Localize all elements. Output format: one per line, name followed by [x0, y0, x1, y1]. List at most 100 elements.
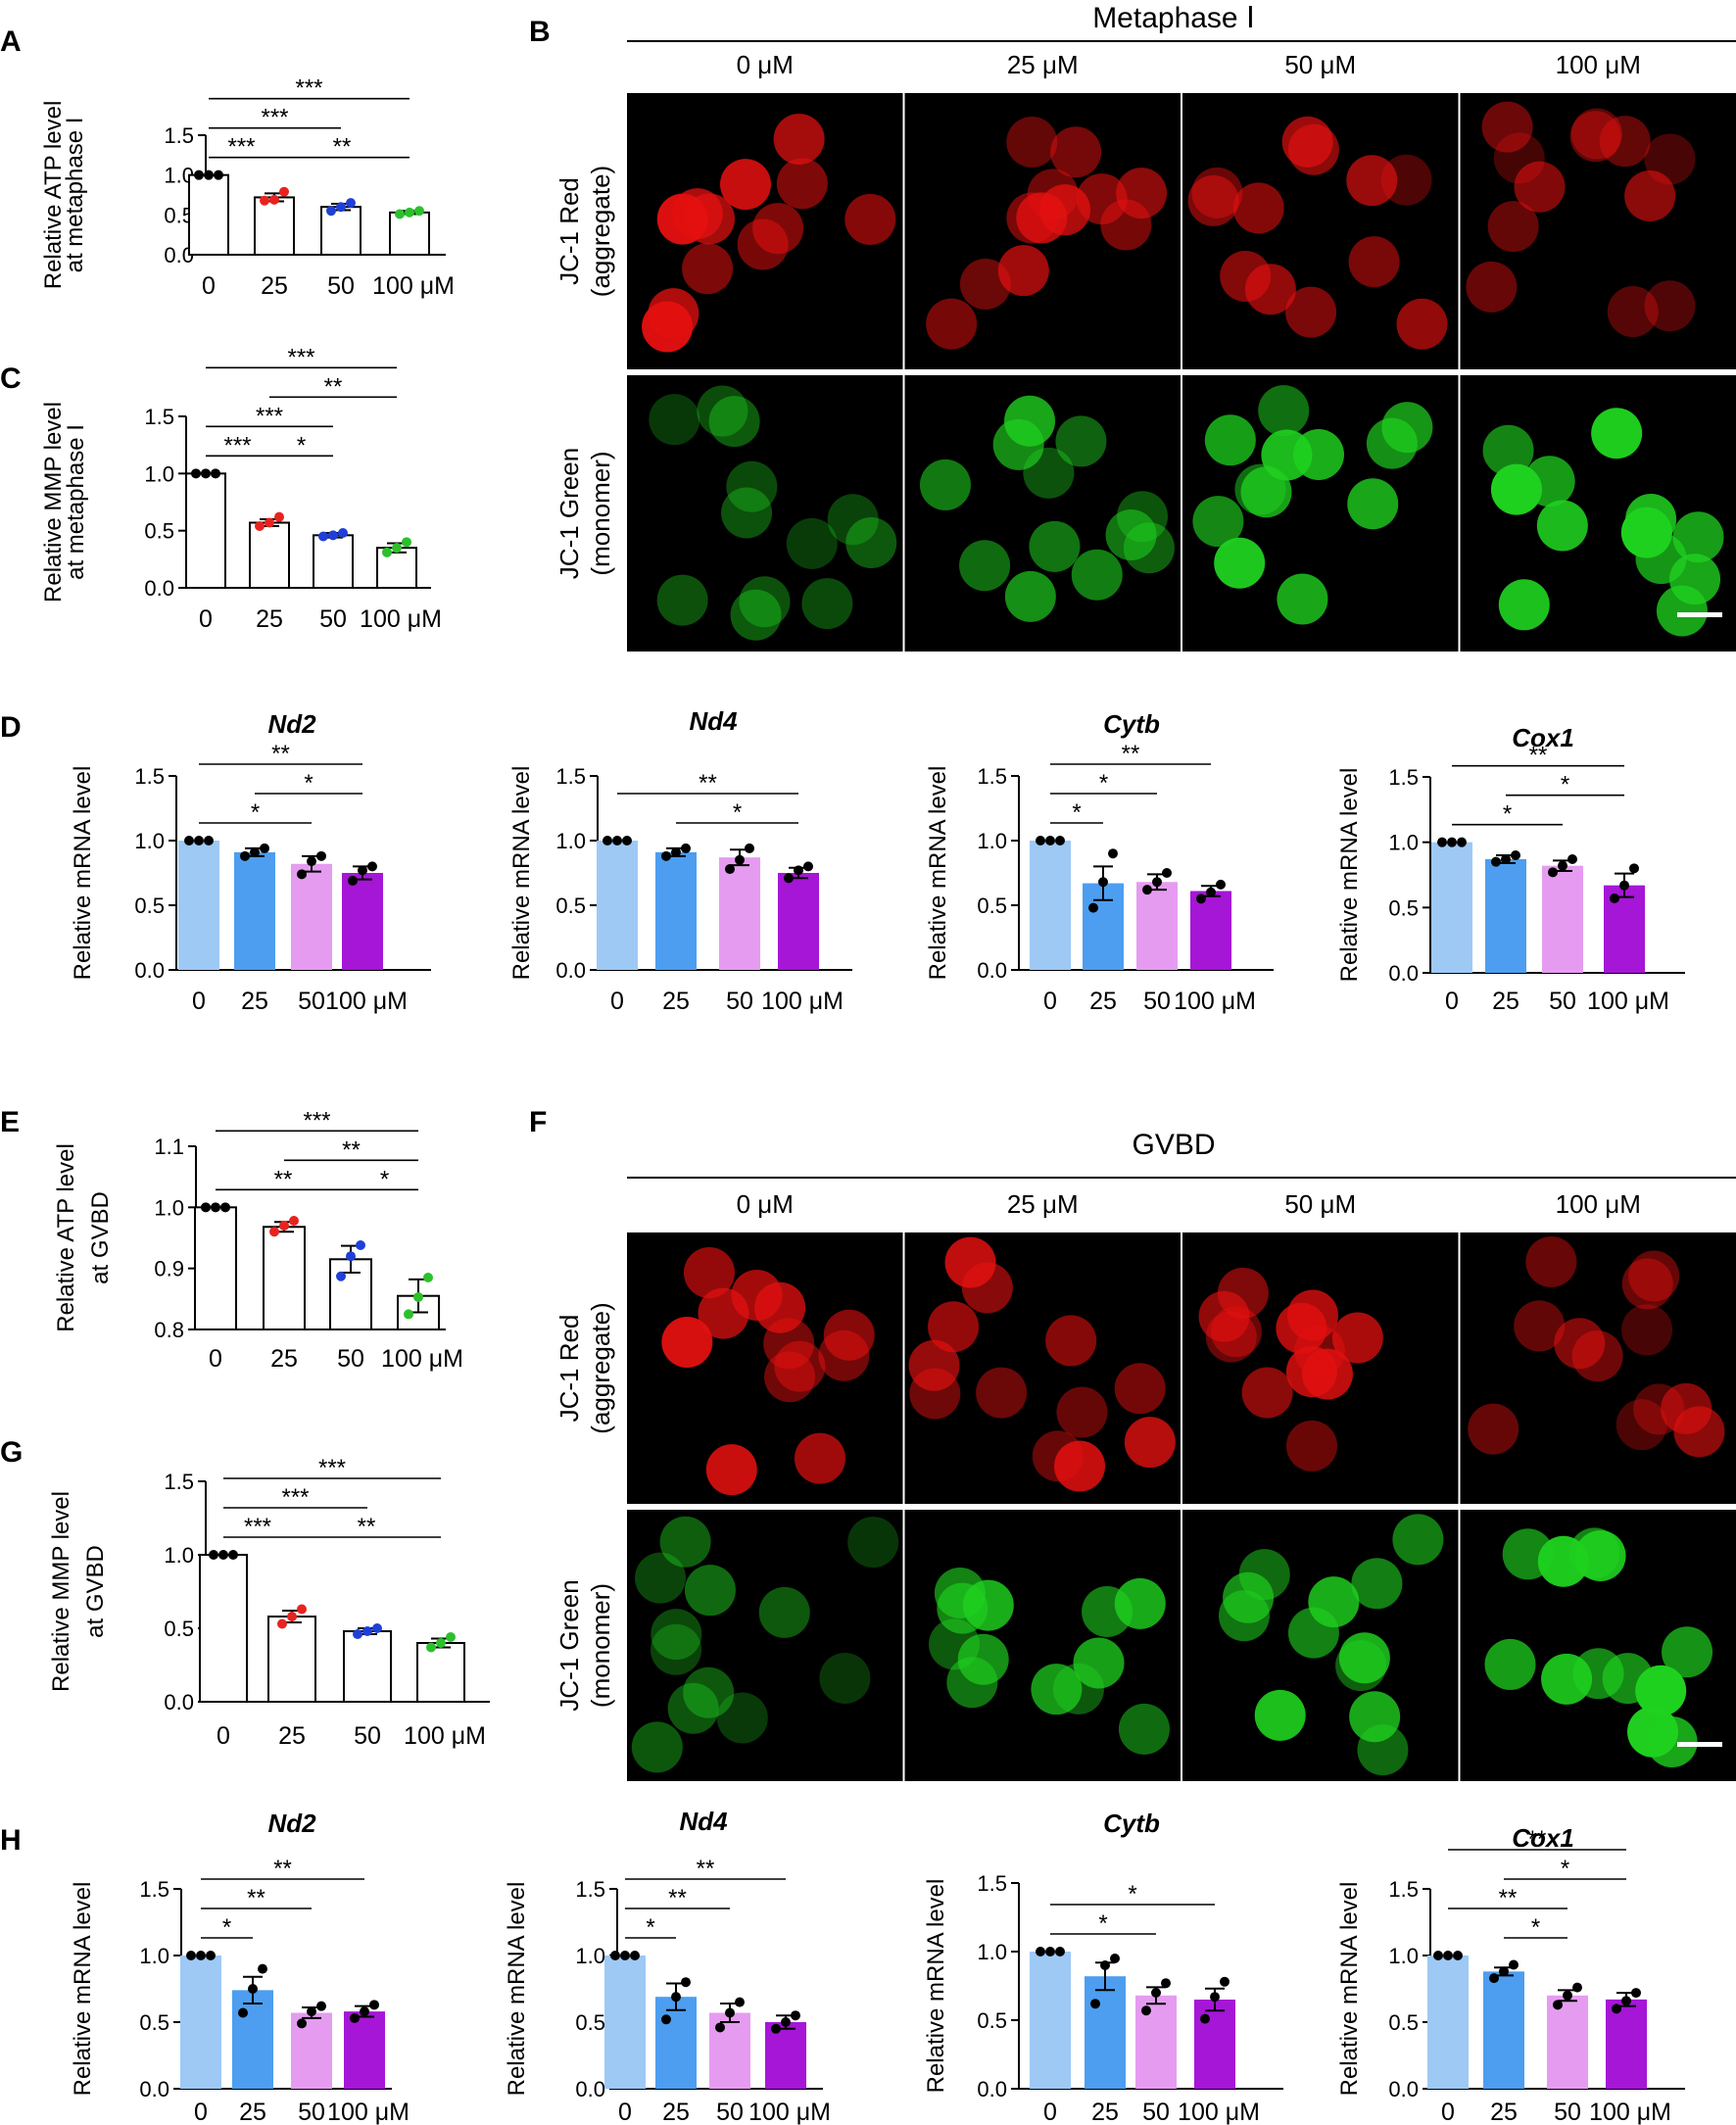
- y-axis-label: at GVBD: [87, 1191, 114, 1284]
- data-point: [184, 836, 194, 845]
- data-point: [1110, 1954, 1120, 1963]
- x-tick-label: 50: [726, 988, 753, 1015]
- concentration-header: 100 μM: [1556, 50, 1641, 79]
- y-tick-label: 1.5: [164, 1470, 194, 1494]
- oocyte: [683, 1247, 735, 1299]
- data-point: [367, 861, 377, 872]
- data-point: [1572, 1982, 1582, 1993]
- significance-label: ***: [295, 75, 322, 102]
- data-point: [218, 1550, 228, 1560]
- bar: [254, 196, 295, 257]
- data-point: [1619, 880, 1629, 891]
- concentration-header: 100 μM: [1556, 1189, 1641, 1219]
- x-tick-label: 25: [1490, 2099, 1518, 2125]
- y-tick-label: 0.9: [154, 1257, 184, 1281]
- data-point: [791, 2010, 800, 2021]
- data-point: [771, 2023, 781, 2034]
- x-tick-label: 50: [319, 605, 347, 633]
- significance-label: **: [1122, 741, 1140, 767]
- data-point: [1501, 854, 1511, 864]
- bar: [604, 1956, 646, 2089]
- y-tick-label: 0.0: [1388, 2077, 1419, 2101]
- oocyte: [1396, 298, 1448, 350]
- bar: [1427, 1956, 1469, 2089]
- significance-label: *: [251, 799, 260, 826]
- x-tick-label: 100 μM: [360, 605, 442, 633]
- oocyte: [1073, 1637, 1125, 1689]
- data-point: [214, 169, 223, 180]
- oocyte: [1625, 494, 1677, 546]
- significance-label: ***: [227, 134, 255, 161]
- tile-background: [1460, 1232, 1736, 1504]
- oocyte: [1287, 1607, 1339, 1659]
- y-tick-label: 0.0: [1388, 961, 1419, 986]
- significance-label: **: [699, 770, 717, 797]
- data-point: [289, 1216, 299, 1227]
- oocyte: [1105, 509, 1157, 561]
- panel-label-d: D: [0, 711, 22, 744]
- bar: [232, 1990, 273, 2089]
- oocyte: [1381, 402, 1433, 454]
- significance-label: **: [274, 1166, 293, 1192]
- x-tick-label: 50: [298, 988, 325, 1015]
- data-point: [204, 169, 214, 180]
- micrograph-tile: [1182, 1232, 1459, 1504]
- chart-g: Relative MMP level at GVBD 0.0 0.5 1.0 1.5 0 25…: [48, 1455, 490, 1750]
- x-tick-label: 25: [662, 988, 690, 1015]
- data-point: [395, 209, 405, 219]
- oocyte: [1635, 1665, 1687, 1716]
- chart-title: Cytb: [1103, 1809, 1160, 1838]
- oocyte: [1050, 126, 1102, 178]
- data-point: [725, 2007, 735, 2018]
- data-point: [1558, 860, 1567, 871]
- panel-label-e: E: [0, 1106, 20, 1138]
- x-tick-label: 25: [261, 272, 288, 300]
- significance-label: ***: [318, 1455, 346, 1481]
- oocyte: [1514, 161, 1566, 213]
- data-point: [1553, 2000, 1563, 2010]
- chart-title: Nd2: [267, 709, 316, 739]
- bar: [1485, 859, 1526, 973]
- data-point: [206, 1951, 216, 1960]
- data-point: [204, 836, 214, 845]
- oocyte: [1223, 1571, 1275, 1623]
- y-axis-label: Relative mRNA level: [923, 1879, 949, 2094]
- oocyte: [1624, 169, 1676, 221]
- data-point: [1090, 1999, 1100, 2009]
- oocyte: [1607, 286, 1659, 338]
- y-tick-label: 0.5: [164, 1617, 194, 1641]
- significance-label: ***: [287, 344, 314, 370]
- data-point: [1141, 2005, 1151, 2016]
- x-tick-label: 0: [1043, 2099, 1057, 2125]
- significance-label: ***: [223, 432, 251, 459]
- y-tick-label: 0.5: [575, 2010, 605, 2035]
- concentration-header: 50 μM: [1284, 50, 1356, 79]
- oocyte: [656, 574, 708, 626]
- oocyte: [1114, 1363, 1166, 1415]
- bar: [343, 1630, 392, 1703]
- y-tick-label: 0.5: [139, 2010, 169, 2035]
- row-label: (monomer): [586, 451, 615, 575]
- oocyte: [1118, 1703, 1170, 1755]
- concentration-header: 25 μM: [1007, 1189, 1079, 1219]
- oocyte: [847, 1517, 899, 1569]
- panel-label-f: F: [529, 1106, 547, 1138]
- data-point: [201, 468, 211, 479]
- oocyte: [1621, 1258, 1673, 1310]
- row-label: (monomer): [586, 1583, 615, 1708]
- oocyte: [705, 1444, 757, 1496]
- bar: [778, 873, 819, 970]
- significance-label: *: [304, 770, 313, 797]
- y-tick-label: 1.5: [555, 764, 586, 789]
- chart-title: Nd2: [267, 1809, 316, 1838]
- data-point: [346, 198, 356, 209]
- x-tick-label: 50: [298, 2099, 325, 2125]
- oocyte: [1234, 463, 1286, 515]
- micrograph-tile: [627, 1510, 903, 1781]
- bar: [320, 206, 362, 256]
- y-tick-label: 1.5: [575, 1877, 605, 1902]
- oocyte: [1662, 1626, 1713, 1678]
- x-tick-label: 50: [716, 2099, 744, 2125]
